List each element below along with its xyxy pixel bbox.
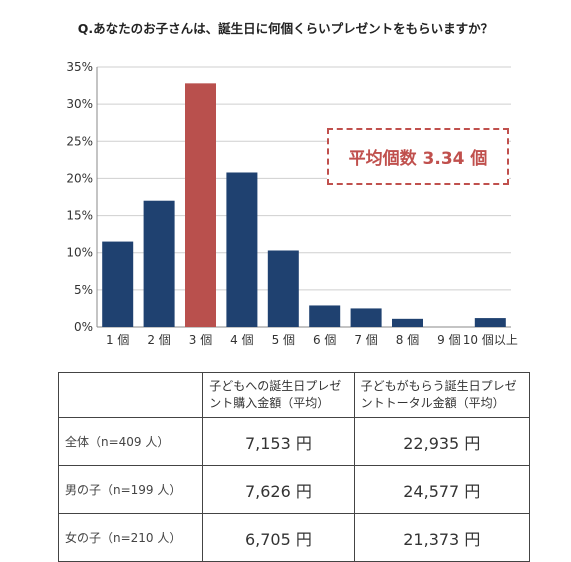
row-label-boys: 男の子（n=199 人） <box>57 465 204 514</box>
y-tick-label: 20% <box>66 171 93 185</box>
x-tick-label: 9 個 <box>437 333 460 347</box>
x-tick-label: 4 個 <box>230 333 253 347</box>
row-label-girls: 女の子（n=210 人） <box>57 513 204 562</box>
table-row: 全体（n=409 人） 7,153 円 22,935 円 <box>57 417 531 466</box>
y-tick-label: 10% <box>66 246 93 260</box>
x-tick-label: 1 個 <box>106 333 129 347</box>
bar <box>102 241 134 327</box>
x-axis-labels: 1 個 2 個 3 個 4 個 5 個 6 個 7 個 8 個 9 個 10 個以上 <box>106 333 518 347</box>
x-tick-label: 6 個 <box>313 333 336 347</box>
x-tick-label: 5 個 <box>272 333 295 347</box>
y-tick-label: 35% <box>66 60 93 74</box>
total-value: 21,373 円 <box>353 513 531 562</box>
table-header-purchase: 子どもへの誕生日プレゼント購入金額（平均） <box>202 372 355 418</box>
x-tick-label: 8 個 <box>396 333 419 347</box>
y-tick-label: 25% <box>66 134 93 148</box>
bar <box>185 83 216 327</box>
y-tick-label: 5% <box>74 283 93 297</box>
y-tick-label: 30% <box>66 97 93 111</box>
x-tick-label: 10 個以上 <box>463 333 518 347</box>
table-row: 男の子（n=199 人） 7,626 円 24,577 円 <box>57 465 531 514</box>
average-annotation: 平均個数 3.34 個 <box>327 128 509 185</box>
purchase-value: 7,153 円 <box>202 417 355 466</box>
total-value: 22,935 円 <box>353 417 531 466</box>
y-tick-label: 0% <box>74 320 93 334</box>
bars <box>102 83 506 327</box>
bar <box>309 305 341 327</box>
gift-amount-table: 子どもへの誕生日プレゼント購入金額（平均） 子どもがもらう誕生日プレゼントトータ… <box>57 372 531 562</box>
bar <box>267 250 299 327</box>
purchase-value: 7,626 円 <box>202 465 355 514</box>
x-tick-label: 2 個 <box>147 333 170 347</box>
bar <box>350 308 382 327</box>
y-tick-label: 15% <box>66 209 93 223</box>
bar <box>226 172 258 327</box>
row-label-all: 全体（n=409 人） <box>57 417 204 466</box>
bar-chart: 0% 5% 10% 15% 20% 25% 30% 35% 1 個 2 個 3 個 4 個 5 個 6 … <box>66 60 518 347</box>
purchase-value: 6,705 円 <box>202 513 355 562</box>
x-tick-label: 3 個 <box>189 333 212 347</box>
table-header-empty <box>57 372 204 418</box>
bar <box>392 318 423 327</box>
table-row: 女の子（n=210 人） 6,705 円 21,373 円 <box>57 513 531 562</box>
table-header-row: 子どもへの誕生日プレゼント購入金額（平均） 子どもがもらう誕生日プレゼントトータ… <box>57 372 531 418</box>
y-axis-ticks: 0% 5% 10% 15% 20% 25% 30% 35% <box>66 60 93 334</box>
bar <box>143 200 175 327</box>
chart-title: Q.あなたのお子さんは、誕生日に何個くらいプレゼントをもらいますか？ <box>77 21 494 36</box>
x-tick-label: 7 個 <box>354 333 377 347</box>
bar <box>474 318 506 327</box>
table-header-total: 子どもがもらう誕生日プレゼントトータル金額（平均） <box>353 372 531 418</box>
total-value: 24,577 円 <box>353 465 531 514</box>
